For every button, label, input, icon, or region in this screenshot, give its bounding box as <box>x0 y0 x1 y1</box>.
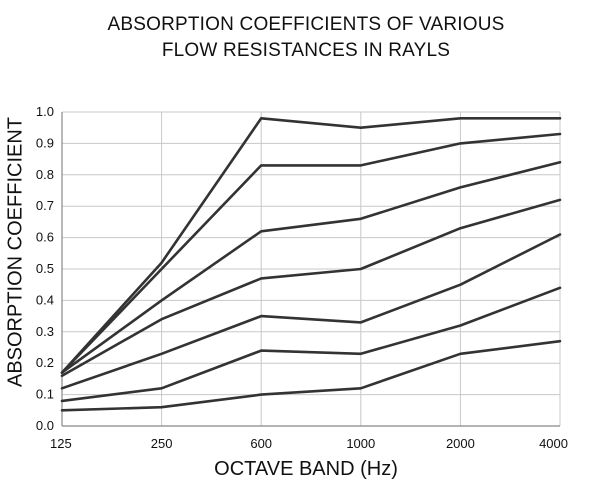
y-tick-label: 0.7 <box>36 198 54 213</box>
series-line-5 <box>60 233 562 390</box>
chart-title: ABSORPTION COEFFICIENTS OF VARIOUS <box>107 14 505 35</box>
series-line-4 <box>60 198 562 378</box>
y-tick-labels: 0.0 0.1 0.2 0.3 0.4 0.5 0.6 0.7 0.8 0.9 1.0 <box>36 104 54 433</box>
y-tick-label: 0.5 <box>36 261 54 276</box>
y-tick-label: 0.9 <box>36 135 54 150</box>
y-tick-label: 0.8 <box>36 167 54 182</box>
x-axis-label: OCTAVE BAND (Hz) <box>214 458 398 480</box>
y-tick-label: 0.1 <box>36 387 54 402</box>
series-lines <box>60 117 562 412</box>
x-tick-label: 2000 <box>446 436 475 451</box>
y-axis-label: ABSORPTION COEFFICIENT <box>4 116 27 388</box>
series-line-7 <box>60 339 562 412</box>
y-tick-label: 0.4 <box>36 292 54 307</box>
x-tick-label: 250 <box>151 436 173 451</box>
series-line-2 <box>60 132 562 374</box>
y-tick-label: 0.0 <box>36 418 54 433</box>
series-line-6 <box>60 286 562 403</box>
x-tick-label: 4000 <box>539 436 568 451</box>
y-tick-label: 1.0 <box>36 104 54 119</box>
x-tick-label: 125 <box>50 436 72 451</box>
x-tick-label: 600 <box>250 436 272 451</box>
x-tick-labels: 125 250 600 1000 2000 4000 <box>50 436 568 451</box>
series-line-3 <box>60 160 562 374</box>
chart-subtitle: FLOW RESISTANCES IN RAYLS <box>161 40 451 61</box>
grid-lines <box>61 111 561 427</box>
x-tick-label: 1000 <box>346 436 375 451</box>
y-tick-label: 0.2 <box>36 355 54 370</box>
y-tick-label: 0.6 <box>36 230 54 245</box>
y-tick-label: 0.3 <box>36 324 54 339</box>
series-line-1 <box>60 117 562 374</box>
